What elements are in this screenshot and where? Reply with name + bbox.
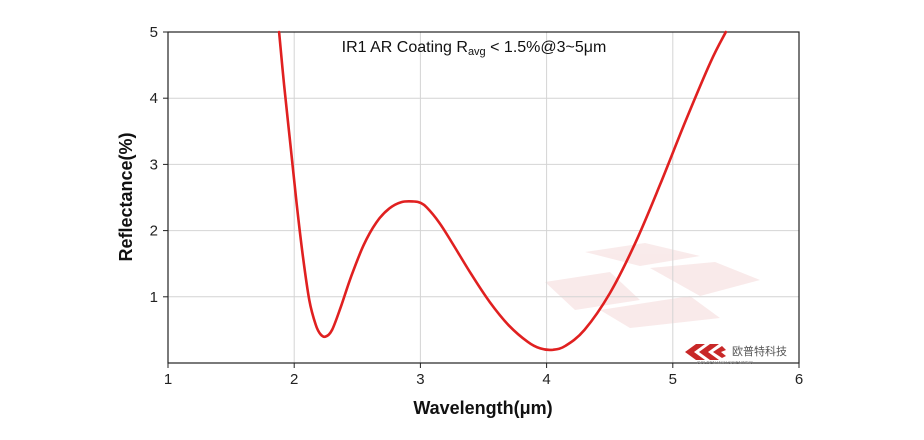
x-tick-label: 1 [164, 371, 172, 388]
x-tick-label: 5 [669, 371, 677, 388]
logo-name-cn: 欧普特科技 [732, 344, 787, 358]
y-tick-label: 3 [150, 156, 158, 173]
x-tick-label: 4 [542, 371, 550, 388]
reflectance-series-line [277, 30, 728, 352]
y-tick-label: 1 [150, 289, 158, 306]
grid-lines [168, 32, 799, 363]
company-logo: 欧普特科技 GOLDEN WAY SCIENTIFIC [685, 344, 787, 365]
logo-name-en: GOLDEN WAY SCIENTIFIC [697, 360, 754, 365]
x-tick-label: 3 [416, 371, 424, 388]
chart-title: IR1 AR Coating Ravg < 1.5%@3~5μm [342, 39, 607, 58]
watermark [545, 243, 760, 328]
logo-mark-icon [685, 344, 726, 360]
plot-frame [167, 31, 800, 364]
y-axis-title: Reflectance(%) [116, 132, 136, 261]
x-axis-title: Wavelength(μm) [413, 398, 552, 418]
y-axis-ticks: 1 2 3 4 5 [150, 24, 168, 306]
y-tick-label: 5 [150, 24, 158, 41]
x-tick-label: 6 [795, 371, 803, 388]
x-tick-label: 2 [290, 371, 298, 388]
x-axis-ticks: 1 2 3 4 5 6 [164, 363, 803, 388]
y-tick-label: 2 [150, 223, 158, 240]
y-tick-label: 4 [150, 90, 158, 107]
